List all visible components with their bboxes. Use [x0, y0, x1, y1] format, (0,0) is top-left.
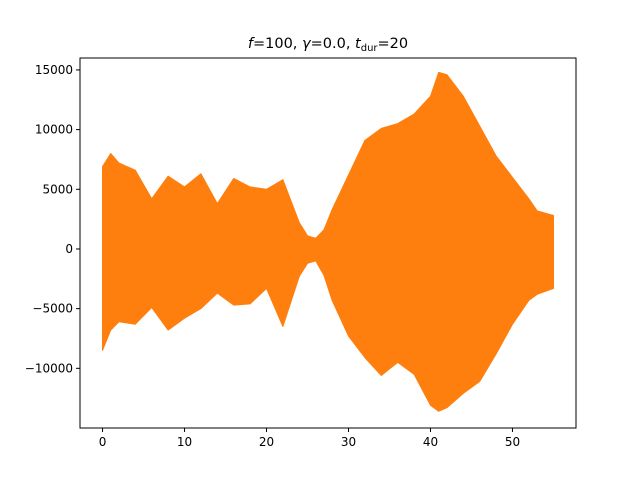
title-f-value: =100,	[253, 36, 302, 52]
chart-title: f=100, γ=0.0, tdur=20	[248, 36, 408, 54]
title-gamma-symbol: γ	[302, 36, 312, 52]
title-t-subscript: dur	[361, 43, 379, 54]
series-2-envelope	[102, 71, 554, 412]
x-tick-label: 0	[99, 435, 107, 449]
title-f-symbol: f	[248, 36, 255, 52]
x-axis: 0 10 20 30 40 50	[99, 428, 520, 449]
y-tick-label: −10000	[25, 361, 73, 375]
x-tick-label: 40	[423, 435, 438, 449]
y-tick-label: 15000	[35, 63, 73, 77]
plot-area	[102, 71, 554, 412]
x-tick-label: 50	[505, 435, 520, 449]
x-tick-label: 20	[259, 435, 274, 449]
title-t-symbol: t	[355, 36, 362, 52]
y-tick-label: 0	[65, 242, 73, 256]
y-axis: −10000 −5000 0 5000 10000 15000	[25, 63, 80, 375]
y-tick-label: −5000	[32, 302, 73, 316]
x-tick-label: 30	[341, 435, 356, 449]
x-tick-label: 10	[177, 435, 192, 449]
y-tick-label: 5000	[42, 182, 73, 196]
title-t-value: =20	[378, 36, 409, 52]
axes-frame	[79, 57, 577, 429]
title-gamma-value: =0.0,	[311, 36, 355, 52]
y-tick-label: 10000	[35, 123, 73, 137]
